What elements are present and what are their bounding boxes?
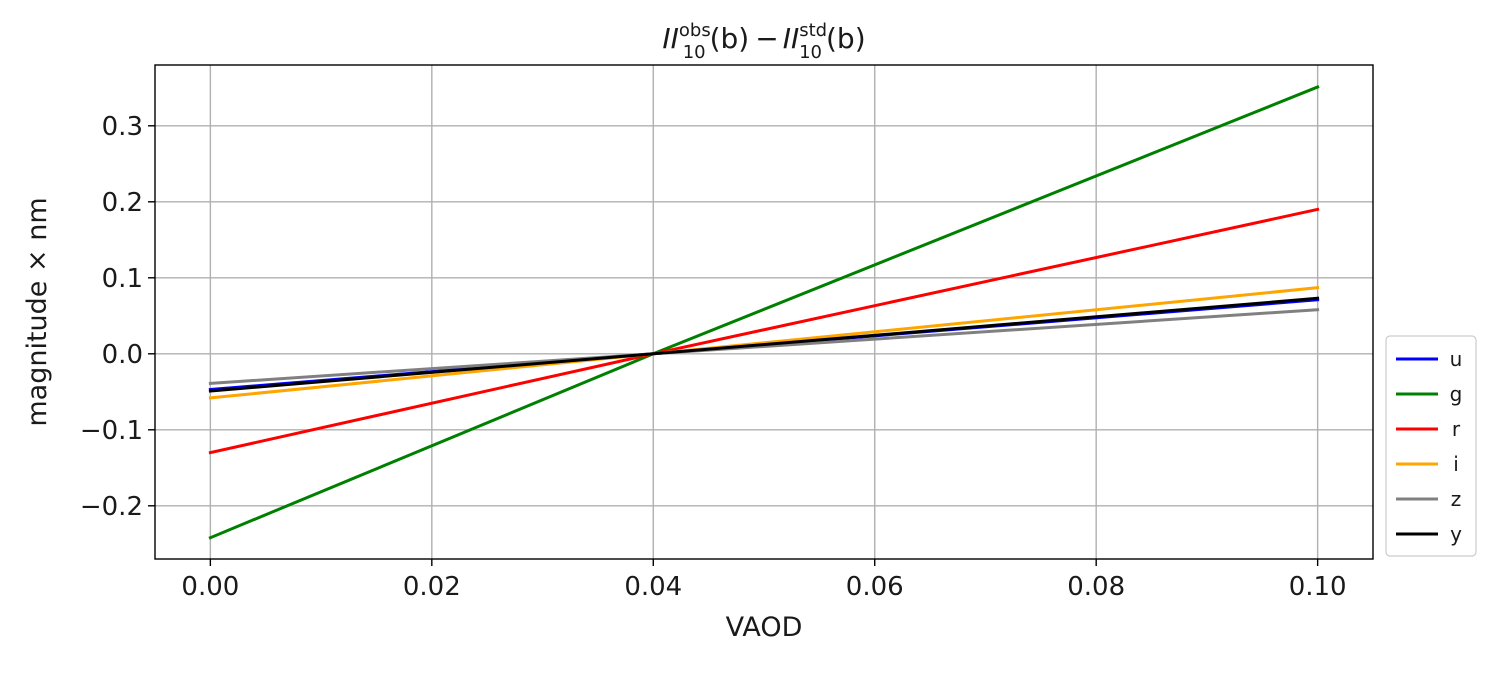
y-tick-label: −0.2	[80, 492, 143, 522]
y-tick-label: 0.0	[102, 340, 143, 370]
title-term2-sup: std	[799, 20, 827, 41]
x-tick-label: 0.08	[1067, 572, 1125, 602]
chart-title: IIobs 10 (b) − IIstd 10 (b)	[662, 20, 865, 63]
x-tick-label: 0.02	[403, 572, 461, 602]
x-tick-label: 0.04	[624, 572, 682, 602]
y-tick-label: −0.1	[80, 416, 143, 446]
title-term1-main: II	[662, 22, 679, 55]
ticks: 0.00 0.02 0.04 0.06 0.08 0.10 −0.2 −0.1 0.0 0.1 0.…	[80, 112, 1347, 602]
series-line-r	[208, 207, 1320, 455]
title-term1-sup: obs	[679, 20, 711, 41]
y-tick-label: 0.2	[102, 188, 143, 218]
title-term2-sub: 10	[799, 42, 822, 63]
title-term1-arg: (b)	[710, 22, 750, 55]
series-line-y	[208, 296, 1320, 393]
x-tick-label: 0.00	[181, 572, 239, 602]
legend-box	[1385, 335, 1477, 557]
title-term2-arg: (b)	[826, 22, 866, 55]
y-axis-label: magnitude × nm	[22, 197, 53, 426]
y-tick-label: 0.1	[102, 264, 143, 294]
plot-frame	[154, 64, 1374, 560]
legend-label-z: z	[1451, 487, 1462, 511]
series-line-z	[208, 308, 1320, 385]
series-line-i	[208, 286, 1320, 400]
title-term2-main: II	[783, 22, 800, 55]
legend-label-i: i	[1453, 452, 1459, 476]
legend-label-g: g	[1450, 382, 1463, 406]
x-tick-label: 0.10	[1289, 572, 1347, 602]
x-axis-label: VAOD	[726, 612, 803, 643]
y-tick-label: 0.3	[102, 112, 143, 142]
grid	[155, 65, 1373, 559]
series-layer	[208, 85, 1320, 540]
legend-label-r: r	[1452, 417, 1461, 441]
title-term1-sub: 10	[683, 42, 706, 63]
title-operator: −	[755, 22, 778, 55]
x-tick-label: 0.06	[846, 572, 904, 602]
legend-label-u: u	[1450, 347, 1463, 371]
legend-label-y: y	[1450, 522, 1462, 546]
